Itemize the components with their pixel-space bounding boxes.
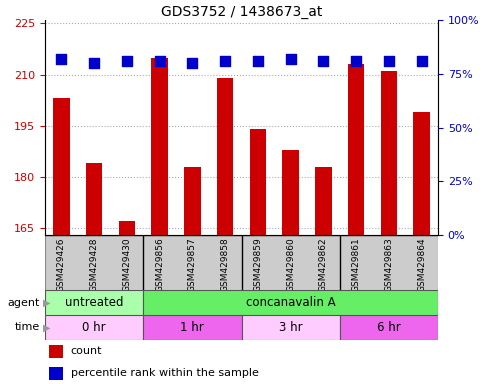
- Point: [352, 58, 360, 64]
- Title: GDS3752 / 1438673_at: GDS3752 / 1438673_at: [161, 5, 322, 19]
- Point: [320, 58, 327, 64]
- Text: time: time: [15, 323, 40, 333]
- Bar: [242, 315, 340, 340]
- Bar: [143, 315, 242, 340]
- Bar: [49, 345, 63, 358]
- Text: GSM429857: GSM429857: [188, 238, 197, 293]
- Point: [418, 58, 426, 64]
- Bar: [283, 150, 299, 235]
- Text: GSM429863: GSM429863: [384, 238, 393, 293]
- Text: concanavalin A: concanavalin A: [246, 296, 335, 309]
- Text: percentile rank within the sample: percentile rank within the sample: [71, 368, 258, 379]
- Point: [287, 56, 295, 62]
- Bar: [217, 78, 233, 235]
- Bar: [348, 65, 364, 235]
- Text: ▶: ▶: [43, 298, 50, 308]
- Bar: [49, 367, 63, 380]
- Point: [156, 58, 163, 64]
- Bar: [86, 163, 102, 235]
- Point: [57, 56, 65, 62]
- Text: GSM429858: GSM429858: [221, 238, 229, 293]
- Bar: [315, 167, 331, 235]
- Bar: [45, 290, 143, 315]
- Text: 3 hr: 3 hr: [279, 321, 302, 334]
- Point: [221, 58, 229, 64]
- Text: GSM429862: GSM429862: [319, 238, 328, 292]
- Bar: [184, 167, 200, 235]
- Text: GSM429856: GSM429856: [155, 238, 164, 293]
- Text: 1 hr: 1 hr: [181, 321, 204, 334]
- Point: [385, 58, 393, 64]
- Text: GSM429864: GSM429864: [417, 238, 426, 292]
- Bar: [250, 129, 266, 235]
- Bar: [53, 98, 70, 235]
- Point: [254, 58, 262, 64]
- Text: GSM429860: GSM429860: [286, 238, 295, 293]
- Text: 6 hr: 6 hr: [377, 321, 401, 334]
- Bar: [413, 112, 430, 235]
- Point: [188, 60, 196, 66]
- Text: GSM429426: GSM429426: [57, 238, 66, 292]
- Point: [123, 58, 131, 64]
- Text: GSM429861: GSM429861: [352, 238, 361, 293]
- Text: count: count: [71, 346, 102, 356]
- Bar: [119, 221, 135, 235]
- Text: GSM429430: GSM429430: [122, 238, 131, 292]
- Text: untreated: untreated: [65, 296, 123, 309]
- Bar: [340, 315, 438, 340]
- Text: agent: agent: [8, 298, 40, 308]
- Bar: [45, 315, 143, 340]
- Point: [90, 60, 98, 66]
- Bar: [143, 290, 438, 315]
- Text: ▶: ▶: [43, 323, 50, 333]
- Bar: [152, 58, 168, 235]
- Text: GSM429859: GSM429859: [254, 238, 262, 293]
- Text: GSM429428: GSM429428: [90, 238, 99, 292]
- Text: 0 hr: 0 hr: [82, 321, 106, 334]
- Bar: [381, 71, 397, 235]
